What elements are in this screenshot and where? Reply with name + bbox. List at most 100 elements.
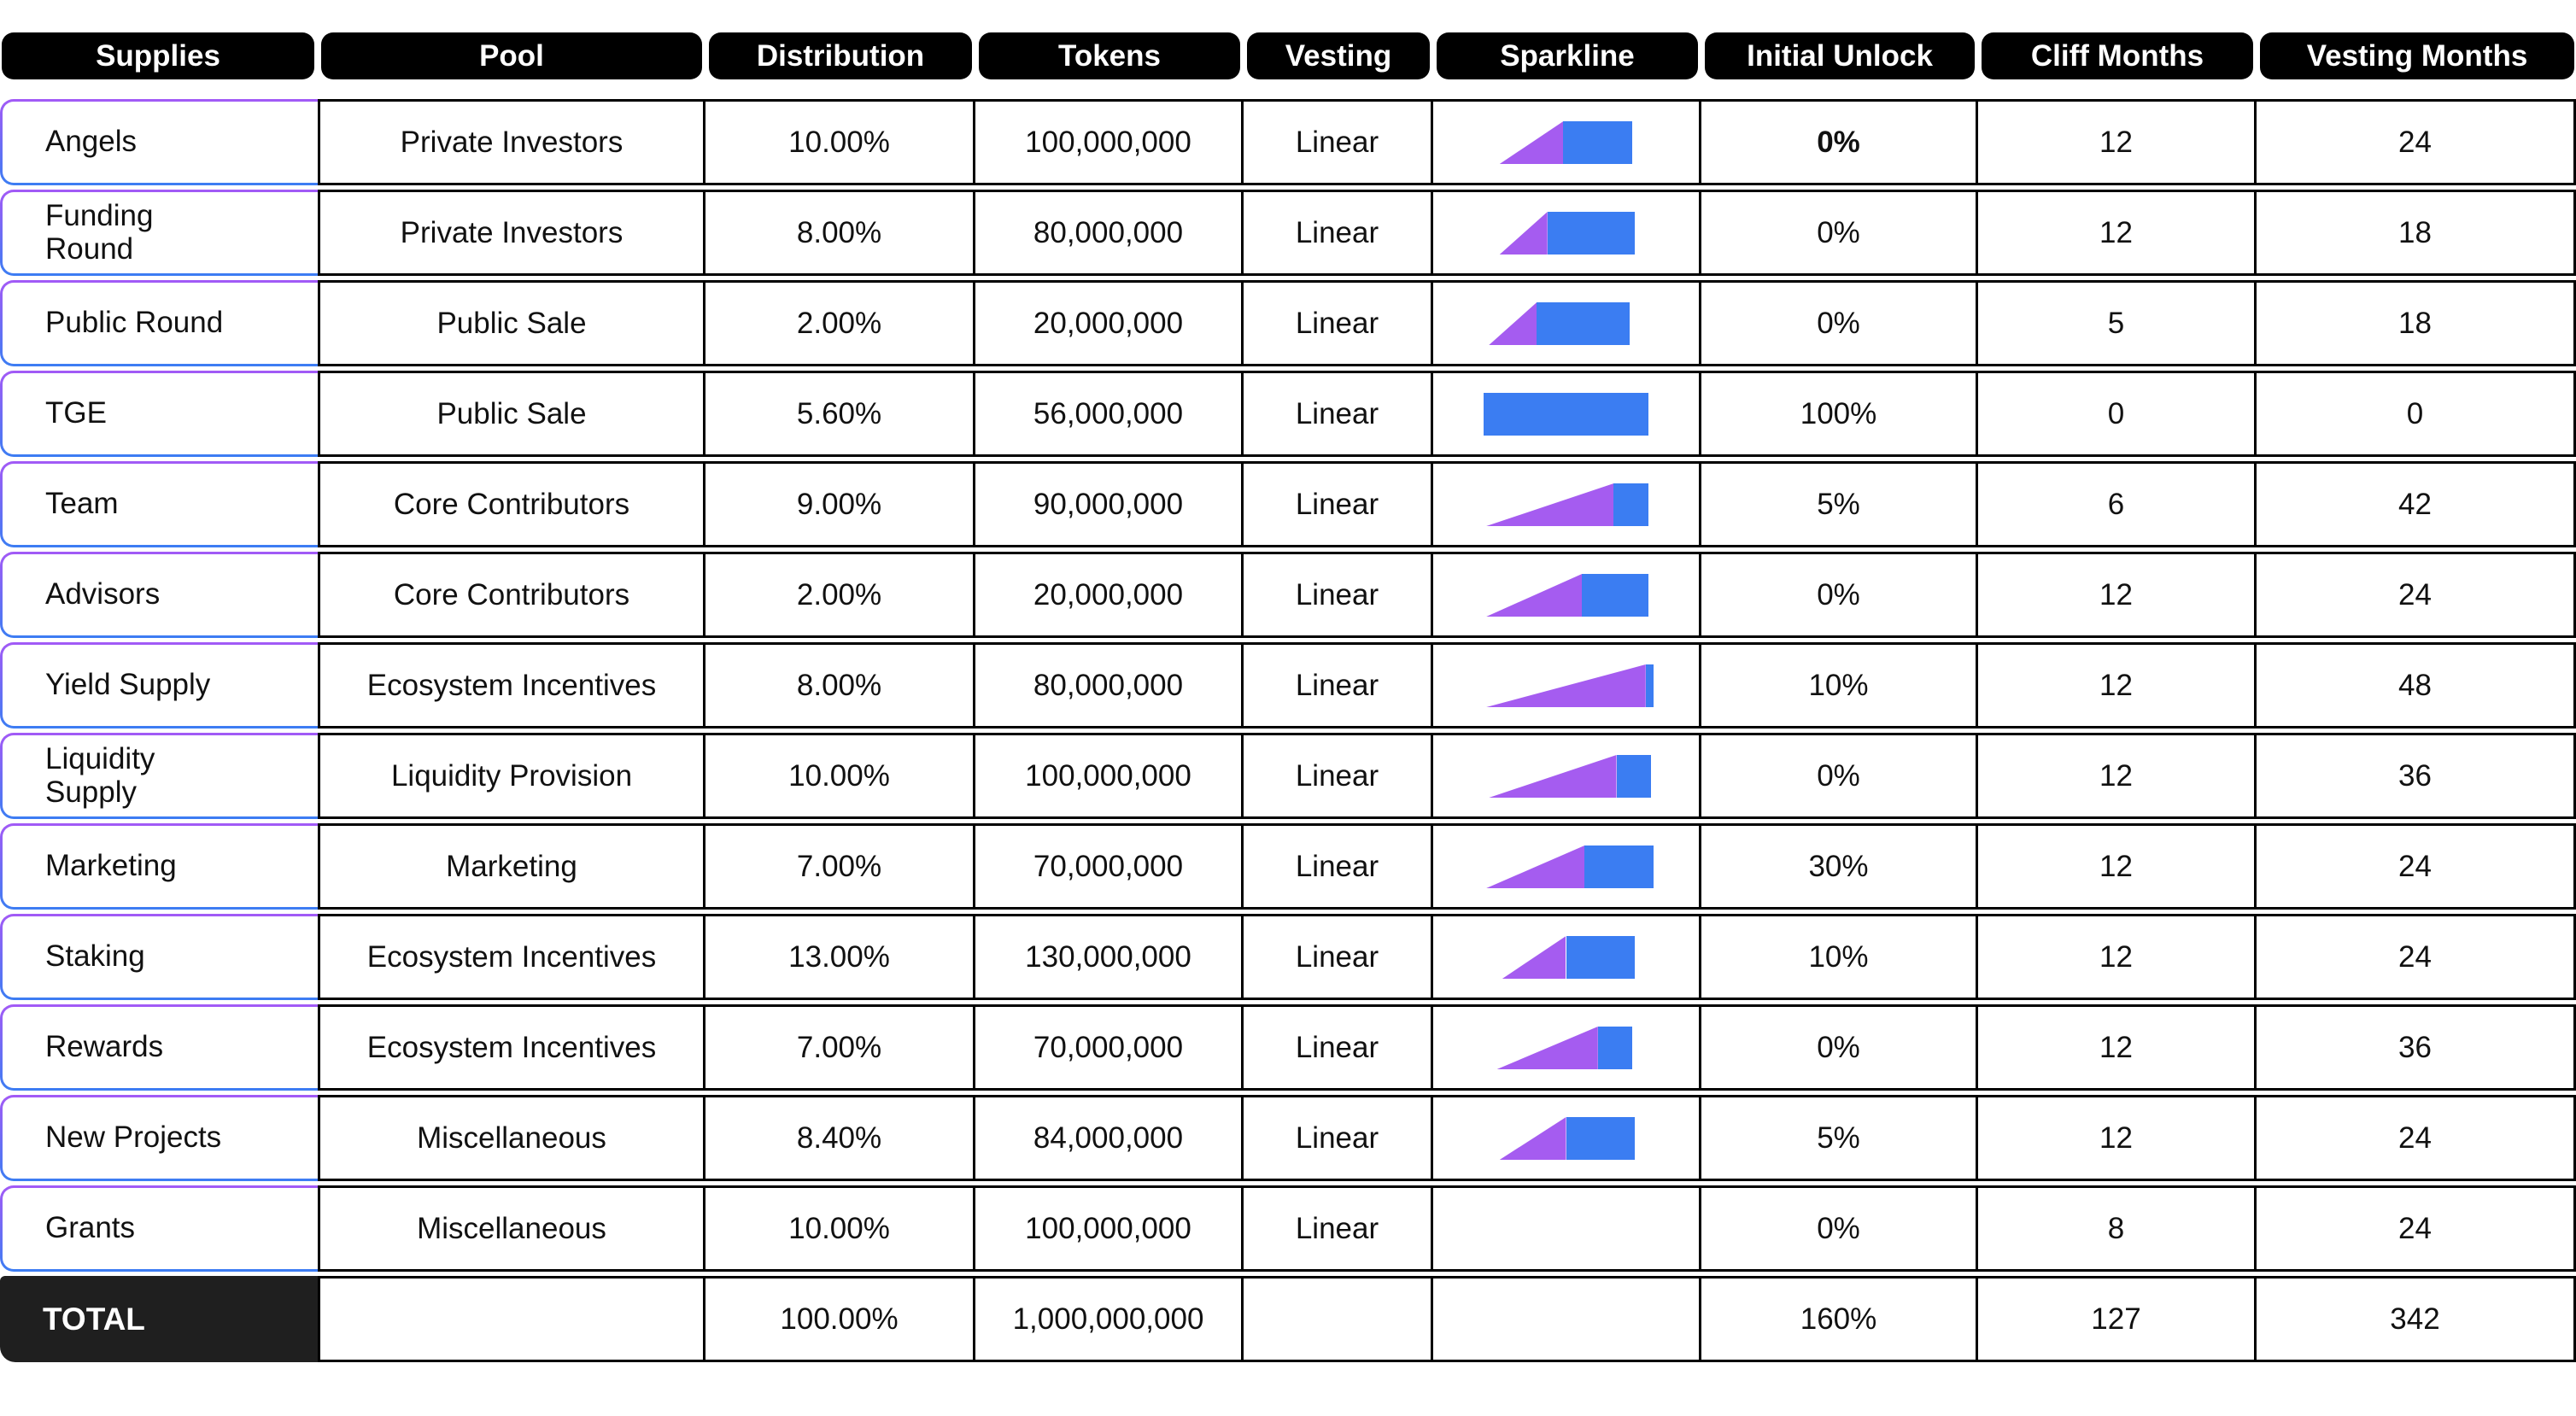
vesting-months-cell: 42 xyxy=(2257,461,2576,547)
sparkline-bar xyxy=(1484,393,1648,436)
total-initial-unlock-cell: 160% xyxy=(1701,1276,1978,1362)
cliff-months-cell: 12 xyxy=(1978,914,2257,1000)
initial-unlock-cell: 0% xyxy=(1701,552,1978,638)
vesting-months-cell: 24 xyxy=(2257,1185,2576,1272)
sparkline-cell xyxy=(1433,1185,1701,1272)
pool-cell: Miscellaneous xyxy=(318,1185,705,1272)
cliff-months-cell: 0 xyxy=(1978,371,2257,457)
supply-label: Marketing xyxy=(45,849,177,883)
sparkline-triangle xyxy=(1499,1117,1566,1160)
pool-cell: Private Investors xyxy=(318,99,705,185)
cliff-months-cell: 6 xyxy=(1978,461,2257,547)
distribution-cell: 7.00% xyxy=(705,1004,975,1091)
header-cell-initial-unlock: Initial Unlock xyxy=(1701,32,1978,79)
header-cell-sparkline: Sparkline xyxy=(1433,32,1701,79)
header-cell-tokens: Tokens xyxy=(975,32,1244,79)
cliff-months-cell: 8 xyxy=(1978,1185,2257,1272)
initial-unlock-cell: 0% xyxy=(1701,1004,1978,1091)
tokens-cell: 70,000,000 xyxy=(975,1004,1244,1091)
table-row: Advisors Core Contributors 2.00% 20,000,… xyxy=(0,552,2576,638)
header-cell-supplies: Supplies xyxy=(0,32,318,79)
vesting-cell: Linear xyxy=(1244,280,1433,366)
total-tokens-cell: 1,000,000,000 xyxy=(975,1276,1244,1362)
pool-cell: Core Contributors xyxy=(318,552,705,638)
vesting-cell: Linear xyxy=(1244,552,1433,638)
sparkline-bar xyxy=(1645,664,1654,707)
total-label-pill: TOTAL xyxy=(0,1276,318,1362)
sparkline-cell xyxy=(1433,552,1701,638)
supply-label: Rewards xyxy=(45,1030,164,1064)
tokens-cell: 56,000,000 xyxy=(975,371,1244,457)
pool-cell: Public Sale xyxy=(318,280,705,366)
vesting-months-cell: 24 xyxy=(2257,914,2576,1000)
header-cell-pool: Pool xyxy=(318,32,705,79)
sparkline-bar xyxy=(1547,212,1636,255)
table-row: Yield Supply Ecosystem Incentives 8.00% … xyxy=(0,642,2576,728)
header-pill-tokens: Tokens xyxy=(979,32,1240,79)
tokens-cell: 90,000,000 xyxy=(975,461,1244,547)
pool-cell: Ecosystem Incentives xyxy=(318,1004,705,1091)
table-row: Staking Ecosystem Incentives 13.00% 130,… xyxy=(0,914,2576,1000)
supply-label: Advisors xyxy=(45,577,161,611)
supply-pill: Advisors xyxy=(0,552,318,638)
sparkline-cell xyxy=(1433,1095,1701,1181)
supply-pill: Rewards xyxy=(0,1004,318,1091)
distribution-cell: 2.00% xyxy=(705,280,975,366)
cliff-months-cell: 12 xyxy=(1978,99,2257,185)
distribution-cell: 8.00% xyxy=(705,190,975,276)
initial-unlock-cell: 10% xyxy=(1701,642,1978,728)
sparkline-cell xyxy=(1433,733,1701,819)
total-vesting-months-cell: 342 xyxy=(2257,1276,2576,1362)
table-row: Public Round Public Sale 2.00% 20,000,00… xyxy=(0,280,2576,366)
sparkline-cell xyxy=(1433,280,1701,366)
sparkline-bar xyxy=(1613,483,1648,526)
cliff-months-cell: 12 xyxy=(1978,190,2257,276)
vesting-cell: Linear xyxy=(1244,733,1433,819)
distribution-cell: 8.40% xyxy=(705,1095,975,1181)
vesting-months-cell: 36 xyxy=(2257,1004,2576,1091)
table-header-row: Supplies Pool Distribution Tokens Vestin… xyxy=(0,32,2576,79)
supply-pill: Funding Round xyxy=(0,190,318,276)
table-row: Rewards Ecosystem Incentives 7.00% 70,00… xyxy=(0,1004,2576,1091)
vesting-cell: Linear xyxy=(1244,461,1433,547)
vesting-cell: Linear xyxy=(1244,1185,1433,1272)
header-pill-initial-unlock: Initial Unlock xyxy=(1705,32,1975,79)
total-vesting-cell xyxy=(1244,1276,1433,1362)
supply-label: Grants xyxy=(45,1211,136,1245)
supply-label: Angels xyxy=(45,125,138,159)
distribution-cell: 10.00% xyxy=(705,99,975,185)
table-row: Liquidity Supply Liquidity Provision 10.… xyxy=(0,733,2576,819)
header-cell-cliff-months: Cliff Months xyxy=(1978,32,2257,79)
supply-label: Funding Round xyxy=(45,199,154,266)
vesting-months-cell: 0 xyxy=(2257,371,2576,457)
sparkline-triangle xyxy=(1499,212,1548,255)
sparkline-cell xyxy=(1433,823,1701,910)
supply-pill: Public Round xyxy=(0,280,318,366)
supply-label: Public Round xyxy=(45,306,224,340)
header-pill-vesting-months: Vesting Months xyxy=(2260,32,2574,79)
tokens-cell: 20,000,000 xyxy=(975,552,1244,638)
supply-pill: Yield Supply xyxy=(0,642,318,728)
distribution-cell: 9.00% xyxy=(705,461,975,547)
sparkline-triangle xyxy=(1499,121,1564,164)
header-pill-sparkline: Sparkline xyxy=(1437,32,1698,79)
pool-cell: Private Investors xyxy=(318,190,705,276)
vesting-cell: Linear xyxy=(1244,1004,1433,1091)
cliff-months-cell: 12 xyxy=(1978,823,2257,910)
vesting-cell: Linear xyxy=(1244,823,1433,910)
sparkline-cell xyxy=(1433,371,1701,457)
cliff-months-cell: 12 xyxy=(1978,1095,2257,1181)
pool-cell: Public Sale xyxy=(318,371,705,457)
supply-pill: Marketing xyxy=(0,823,318,910)
pool-cell: Ecosystem Incentives xyxy=(318,642,705,728)
vesting-months-cell: 48 xyxy=(2257,642,2576,728)
vesting-cell: Linear xyxy=(1244,190,1433,276)
header-pill-distribution: Distribution xyxy=(709,32,972,79)
tokens-cell: 84,000,000 xyxy=(975,1095,1244,1181)
pool-cell: Ecosystem Incentives xyxy=(318,914,705,1000)
tokens-cell: 70,000,000 xyxy=(975,823,1244,910)
initial-unlock-cell: 0% xyxy=(1701,1185,1978,1272)
supply-label: TGE xyxy=(45,396,107,430)
sparkline-cell xyxy=(1433,461,1701,547)
total-label: TOTAL xyxy=(43,1301,145,1337)
